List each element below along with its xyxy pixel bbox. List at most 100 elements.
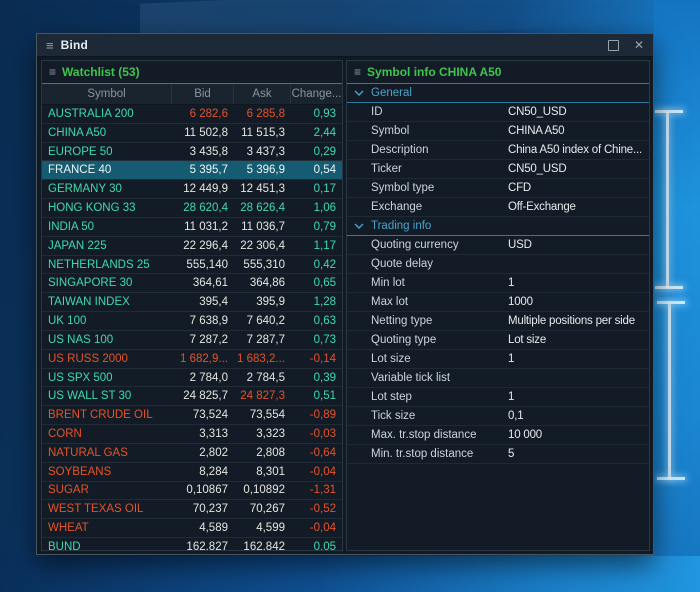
watchlist-row-india-50[interactable]: INDIA 50 11 031,2 11 036,7 0,79 — [42, 218, 342, 237]
maximize-button[interactable] — [607, 39, 619, 51]
info-value: 1000 — [508, 296, 533, 308]
watchlist-row-brent-crude-oil[interactable]: BRENT CRUDE OIL 73,524 73,554 -0,89 — [42, 406, 342, 426]
chevron-down-icon — [354, 223, 364, 229]
watchlist-cell-change: -0,03 — [309, 427, 336, 440]
watchlist-cell-change: -0,64 — [309, 446, 336, 459]
watchlist-cell-bid: 3,313 — [199, 427, 228, 440]
watchlist-cell-symbol: EUROPE 50 — [48, 145, 113, 158]
watchlist-row-singapore-30[interactable]: SINGAPORE 30 364,61 364,86 0,65 — [42, 274, 342, 294]
watchlist-row-china-a50[interactable]: CHINA A50 11 502,8 11 515,3 2,44 — [42, 124, 342, 143]
watchlist-row-europe-50[interactable]: EUROPE 50 3 435,8 3 437,3 0,29 — [42, 143, 342, 162]
watchlist-cell-change: 1,17 — [313, 239, 336, 252]
watchlist-cell-ask: 8,301 — [256, 465, 285, 478]
info-row-netting-type: Netting type Multiple positions per side — [347, 312, 649, 331]
watchlist-cell-bid: 0,10867 — [186, 484, 228, 497]
watchlist-row-sugar[interactable]: SUGAR 0,10867 0,10892 -1,31 — [42, 482, 342, 501]
watchlist-panel-header[interactable]: ≡ Watchlist (53) — [42, 61, 342, 84]
watchlist-cell-symbol: SUGAR — [48, 484, 89, 497]
watchlist-cell-change: 0,29 — [313, 145, 336, 158]
info-label: Lot size — [371, 353, 411, 365]
watchlist-cell-bid: 555,140 — [186, 258, 228, 271]
symbol-info-panel: ≡ Symbol info CHINA A50 General ID CN50_US… — [346, 60, 650, 551]
watchlist-cell-ask: 22 306,4 — [240, 239, 285, 252]
watchlist-cell-ask: 1 683,2... — [237, 352, 285, 365]
watchlist-row-bund[interactable]: BUND 162,827 162,842 0,05 — [42, 538, 342, 550]
watchlist-cell-bid: 5 395,7 — [189, 164, 228, 177]
watchlist-row-natural-gas[interactable]: NATURAL GAS 2,802 2,808 -0,64 — [42, 444, 342, 463]
watchlist-menu-icon[interactable]: ≡ — [49, 65, 57, 79]
info-row-lot-step: Lot step 1 — [347, 388, 649, 407]
watchlist-row-taiwan-index[interactable]: TAIWAN INDEX 395,4 395,9 1,28 — [42, 293, 342, 313]
wallpaper-beam — [655, 286, 683, 289]
watchlist-cell-ask: 5 396,9 — [246, 164, 285, 177]
info-label: Quote delay — [371, 258, 434, 270]
symbol-info-menu-icon[interactable]: ≡ — [354, 65, 362, 79]
watchlist-row-japan-225[interactable]: JAPAN 225 22 296,4 22 306,4 1,17 — [42, 237, 342, 256]
watchlist-cell-bid: 364,61 — [192, 277, 228, 290]
watchlist-cell-bid: 12 449,9 — [183, 183, 228, 196]
info-label: Variable tick list — [371, 372, 451, 384]
watchlist-row-us-nas-100[interactable]: US NAS 100 7 287,2 7 287,7 0,73 — [42, 331, 342, 350]
watchlist-cell-ask: 28 626,4 — [240, 202, 285, 215]
watchlist-cell-bid: 6 282,6 — [189, 107, 228, 120]
symbol-info-panel-header[interactable]: ≡ Symbol info CHINA A50 — [347, 61, 649, 84]
info-value: 10 000 — [508, 429, 542, 441]
column-header-ask[interactable]: Ask — [234, 84, 291, 104]
chevron-down-icon — [354, 90, 364, 96]
watchlist-row-netherlands-25[interactable]: NETHERLANDS 25 555,140 555,310 0,42 — [42, 256, 342, 275]
watchlist-row-wheat[interactable]: WHEAT 4,589 4,599 -0,04 — [42, 519, 342, 539]
watchlist-cell-change: 0,39 — [313, 371, 336, 384]
watchlist-cell-symbol: UK 100 — [48, 315, 87, 328]
watchlist-cell-symbol: FRANCE 40 — [48, 164, 112, 177]
window-titlebar[interactable]: ≡ Bind ✕ — [37, 34, 653, 57]
column-header-symbol[interactable]: Symbol — [42, 84, 172, 104]
wallpaper-beam — [668, 303, 671, 479]
watchlist-cell-symbol: WEST TEXAS OIL — [48, 503, 144, 516]
section-header-trading-info[interactable]: Trading info — [347, 217, 649, 236]
watchlist-row-germany-30[interactable]: GERMANY 30 12 449,9 12 451,3 0,17 — [42, 180, 342, 200]
watchlist-cell-change: 0,51 — [313, 390, 336, 403]
watchlist-row-australia-200[interactable]: AUSTRALIA 200 6 282,6 6 285,8 0,93 — [42, 105, 342, 124]
info-label: Lot step — [371, 391, 412, 403]
watchlist-cell-symbol: NETHERLANDS 25 — [48, 258, 150, 271]
info-value: CFD — [508, 182, 532, 194]
column-header-bid[interactable]: Bid — [172, 84, 234, 104]
section-header-general[interactable]: General — [347, 84, 649, 103]
watchlist-cell-bid: 2,802 — [199, 446, 228, 459]
watchlist-cell-ask: 395,9 — [256, 296, 285, 309]
watchlist-row-us-russ-2000[interactable]: US RUSS 2000 1 682,9... 1 683,2... -0,14 — [42, 350, 342, 369]
wallpaper-beam — [655, 110, 683, 113]
watchlist-row-us-wall-st-30[interactable]: US WALL ST 30 24 825,7 24 827,3 0,51 — [42, 387, 342, 407]
watchlist-cell-bid: 22 296,4 — [183, 239, 228, 252]
watchlist-row-uk-100[interactable]: UK 100 7 638,9 7 640,2 0,63 — [42, 312, 342, 331]
watchlist-cell-ask: 3,323 — [256, 427, 285, 440]
column-header-change[interactable]: Change... — [291, 88, 342, 100]
watchlist-row-us-spx-500[interactable]: US SPX 500 2 784,0 2 784,5 0,39 — [42, 369, 342, 388]
watchlist-cell-bid: 11 031,2 — [184, 220, 228, 233]
info-label: Tick size — [371, 410, 416, 422]
info-value: 1 — [508, 353, 515, 365]
watchlist-cell-ask: 70,267 — [249, 503, 285, 516]
close-button[interactable]: ✕ — [633, 38, 644, 52]
watchlist-cell-change: -0,52 — [309, 503, 336, 516]
info-value: CHINA A50 — [508, 125, 565, 137]
info-row-quoting-currency: Quoting currency USD — [347, 236, 649, 255]
info-row-exchange: Exchange Off-Exchange — [347, 198, 649, 217]
info-row-symbol-type: Symbol type CFD — [347, 179, 649, 198]
info-value: 1 — [508, 277, 515, 289]
watchlist-cell-ask: 364,86 — [249, 277, 285, 290]
watchlist-cell-symbol: US RUSS 2000 — [48, 352, 128, 365]
window-controls: ✕ — [607, 38, 644, 52]
window-menu-icon[interactable]: ≡ — [46, 37, 54, 53]
watchlist-row-france-40[interactable]: FRANCE 40 5 395,7 5 396,9 0,54 — [42, 161, 342, 181]
watchlist-cell-change: 0,73 — [313, 333, 336, 346]
watchlist-row-soybeans[interactable]: SOYBEANS 8,284 8,301 -0,04 — [42, 463, 342, 482]
watchlist-row-west-texas-oil[interactable]: WEST TEXAS OIL 70,237 70,267 -0,52 — [42, 500, 342, 520]
watchlist-cell-bid: 73,524 — [192, 409, 228, 422]
window-title: Bind — [60, 38, 89, 52]
watchlist-row-corn[interactable]: CORN 3,313 3,323 -0,03 — [42, 425, 342, 444]
info-row-quote-delay: Quote delay — [347, 255, 649, 274]
info-label: Ticker — [371, 163, 402, 175]
watchlist-row-hong-kong-33[interactable]: HONG KONG 33 28 620,4 28 626,4 1,06 — [42, 199, 342, 218]
watchlist-cell-bid: 2 784,0 — [189, 371, 228, 384]
